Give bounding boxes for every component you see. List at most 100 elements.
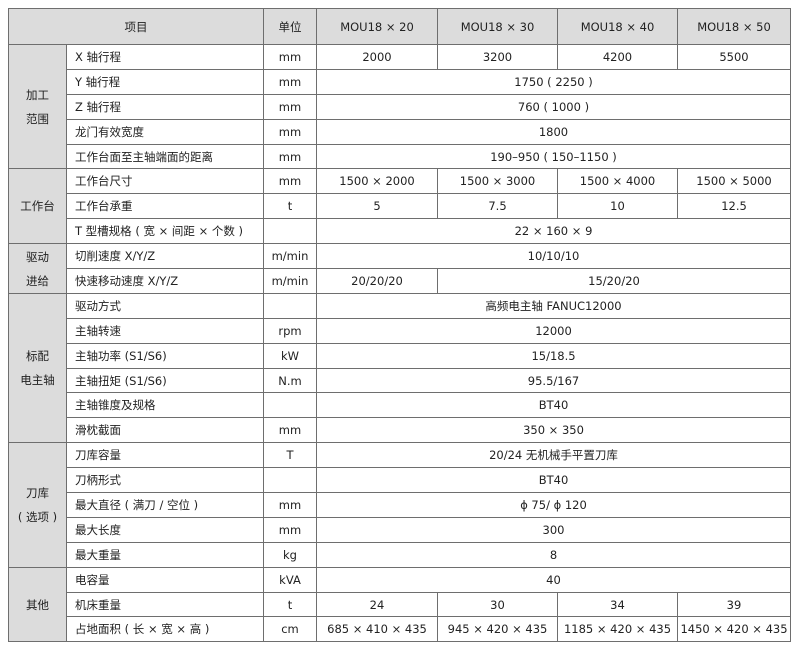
item-value: 40 bbox=[316, 566, 791, 593]
item-unit: t bbox=[263, 193, 317, 220]
item-value: 1500 × 3000 bbox=[437, 168, 558, 195]
header-row: 项目 单位 MOU18 × 20 MOU18 × 30 MOU18 × 40 M… bbox=[8, 8, 791, 45]
item-value: 300 bbox=[316, 516, 791, 543]
item-name: Y 轴行程 bbox=[66, 68, 264, 95]
item-value: 39 bbox=[677, 591, 791, 618]
item-value: 1185 × 420 × 435 bbox=[557, 616, 678, 643]
table-row: 快速移动速度 X/Y/Z m/min 20/20/20 15/20/20 bbox=[9, 268, 791, 294]
item-value: 24 bbox=[316, 591, 438, 618]
item-name: 主轴扭矩 (S1/S6) bbox=[66, 367, 264, 394]
item-value: 7.5 bbox=[437, 193, 558, 220]
item-unit: kW bbox=[263, 342, 317, 369]
header-model: MOU18 × 40 bbox=[557, 8, 678, 45]
header-item: 项目 bbox=[8, 8, 264, 45]
item-value: 10/10/10 bbox=[316, 243, 791, 270]
table-row: 主轴锥度及规格 BT40 bbox=[9, 392, 791, 419]
group-label: 加工 范围 bbox=[8, 43, 67, 170]
table-row: 工作台 工作台尺寸 mm 1500 × 2000 1500 × 3000 1500 × 4… bbox=[8, 168, 791, 245]
item-unit: cm bbox=[263, 616, 317, 643]
item-name: 工作台尺寸 bbox=[66, 168, 264, 195]
item-unit: m/min bbox=[263, 268, 317, 294]
group-label: 其他 bbox=[8, 566, 67, 643]
item-name: X 轴行程 bbox=[66, 44, 264, 70]
item-unit: mm bbox=[263, 143, 317, 170]
group-label-line: 范围 bbox=[26, 111, 49, 126]
table-row: 标配 电主轴 驱动方式 高频电主轴 FANUC12000 bbox=[8, 292, 791, 444]
item-name: 工作台面至主轴端面的距离 bbox=[66, 143, 264, 170]
item-name: 快速移动速度 X/Y/Z bbox=[66, 268, 264, 294]
group-label-line: ( 选项 ) bbox=[17, 509, 58, 524]
item-unit: kg bbox=[263, 541, 317, 568]
item-value: 12000 bbox=[316, 317, 791, 344]
item-name: 占地面积 ( 长 × 宽 × 高 ) bbox=[66, 616, 264, 643]
item-value: 15/20/20 bbox=[437, 268, 791, 294]
table-row: 占地面积 ( 长 × 宽 × 高 ) cm 685 × 410 × 435 945 ×… bbox=[9, 616, 791, 643]
item-value: 95.5/167 bbox=[316, 367, 791, 394]
item-name: 主轴功率 (S1/S6) bbox=[66, 342, 264, 369]
table-row: Y 轴行程 mm 1750 ( 2250 ) bbox=[9, 68, 791, 95]
item-name: 机床重量 bbox=[66, 591, 264, 618]
group-label-line: 其他 bbox=[26, 597, 49, 612]
item-value: BT40 bbox=[316, 392, 791, 419]
table-row: 驱动 进给 切削速度 X/Y/Z m/min 10/10/10 bbox=[8, 243, 791, 294]
table-row: 滑枕截面 mm 350 × 350 bbox=[9, 417, 791, 444]
item-name: 主轴锥度及规格 bbox=[66, 392, 264, 419]
item-name: 最大重量 bbox=[66, 541, 264, 568]
item-value: 15/18.5 bbox=[316, 342, 791, 369]
item-name: Z 轴行程 bbox=[66, 93, 264, 120]
table-row: 最大重量 kg 8 bbox=[9, 541, 791, 568]
table-row: 龙门有效宽度 mm 1800 bbox=[9, 118, 791, 145]
group-label: 驱动 进给 bbox=[8, 243, 67, 294]
item-unit: mm bbox=[263, 168, 317, 195]
item-name: 最大直径 ( 满刀 / 空位 ) bbox=[66, 492, 264, 518]
item-unit: mm bbox=[263, 492, 317, 518]
table-row: 主轴功率 (S1/S6) kW 15/18.5 bbox=[9, 342, 791, 369]
table-row: 其他 电容量 kVA 40 bbox=[8, 566, 791, 643]
item-name: 滑枕截面 bbox=[66, 417, 264, 444]
item-name: T 型槽规格 ( 宽 × 间距 × 个数 ) bbox=[66, 218, 264, 245]
item-unit: N.m bbox=[263, 367, 317, 394]
item-value: 1500 × 2000 bbox=[316, 168, 438, 195]
item-value: 高频电主轴 FANUC12000 bbox=[316, 292, 791, 319]
item-value: 10 bbox=[557, 193, 678, 220]
item-value: 1500 × 5000 bbox=[677, 168, 791, 195]
header-model: MOU18 × 50 bbox=[677, 8, 791, 45]
group-label: 标配 电主轴 bbox=[8, 292, 67, 444]
item-unit bbox=[263, 467, 317, 494]
item-unit: mm bbox=[263, 68, 317, 95]
item-unit: T bbox=[263, 442, 317, 469]
group-label-line: 标配 bbox=[26, 349, 49, 364]
item-unit: t bbox=[263, 591, 317, 618]
item-value: 945 × 420 × 435 bbox=[437, 616, 558, 643]
item-name: 刀库容量 bbox=[66, 442, 264, 469]
item-value: 22 × 160 × 9 bbox=[316, 218, 791, 245]
item-value: 685 × 410 × 435 bbox=[316, 616, 438, 643]
item-value: 3200 bbox=[437, 44, 558, 70]
item-unit: mm bbox=[263, 516, 317, 543]
group-label-line: 工作台 bbox=[20, 199, 55, 214]
table-row: Z 轴行程 mm 760 ( 1000 ) bbox=[9, 93, 791, 120]
item-unit: rpm bbox=[263, 317, 317, 344]
item-unit bbox=[263, 392, 317, 419]
item-name: 龙门有效宽度 bbox=[66, 118, 264, 145]
item-unit bbox=[263, 292, 317, 319]
item-value: 34 bbox=[557, 591, 678, 618]
item-value: 5500 bbox=[677, 44, 791, 70]
item-value: 4200 bbox=[557, 44, 678, 70]
item-value: 190–950 ( 150–1150 ) bbox=[316, 143, 791, 170]
item-unit: mm bbox=[263, 417, 317, 444]
item-unit bbox=[263, 218, 317, 245]
group-label-line: 驱动 bbox=[26, 249, 49, 264]
header-unit: 单位 bbox=[263, 8, 317, 45]
item-value: 20/20/20 bbox=[316, 268, 438, 294]
table-row: 工作台面至主轴端面的距离 mm 190–950 ( 150–1150 ) bbox=[9, 143, 791, 170]
item-name: 主轴转速 bbox=[66, 317, 264, 344]
table-row: 加工 范围 X 轴行程 mm 2000 3200 4200 5500 bbox=[8, 43, 791, 170]
table-row: 刀柄形式 BT40 bbox=[9, 467, 791, 494]
item-value: ϕ 75/ ϕ 120 bbox=[316, 492, 791, 518]
table-row: 工作台承重 t 5 7.5 10 12.5 bbox=[9, 193, 791, 220]
spec-table: 项目 单位 MOU18 × 20 MOU18 × 30 MOU18 × 40 M… bbox=[8, 8, 791, 643]
item-unit: mm bbox=[263, 44, 317, 70]
item-unit: m/min bbox=[263, 243, 317, 270]
item-unit: mm bbox=[263, 118, 317, 145]
